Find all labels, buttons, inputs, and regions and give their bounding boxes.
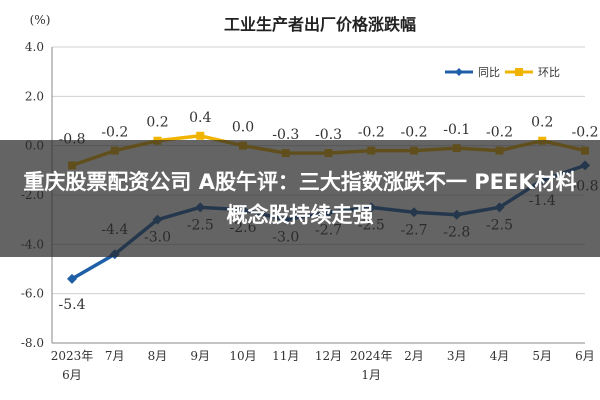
data-label: -0.2: [401, 125, 428, 141]
legend-swatch-marker: [455, 68, 463, 76]
x-tick-label: 2023年 6月: [51, 349, 94, 382]
data-label: 0.0: [232, 120, 254, 136]
chart-title: 工业生产者出厂价格涨跌幅: [224, 15, 416, 34]
data-label: -0.2: [358, 125, 385, 141]
y-tick-label: 2.0: [25, 89, 44, 103]
data-label: 0.2: [531, 115, 553, 131]
x-tick-label: 4月: [490, 349, 510, 363]
x-tick-labels: 2023年 6月 7月 8月 9月 10月 11月 12月 2024年 1月 2月 3月 4月 5月 6月: [51, 349, 595, 382]
data-point: [196, 131, 205, 140]
y-unit-label: (%): [30, 13, 51, 27]
data-label: 0.4: [189, 110, 211, 126]
data-point: [67, 273, 77, 284]
legend-label: 环比: [538, 66, 560, 79]
data-label: 0.2: [146, 115, 168, 131]
data-label: -0.1: [443, 122, 470, 138]
headline-banner: 重庆股票配资公司 A股午评：三大指数涨跌不一 PEEK材料概念股持续走强: [0, 140, 600, 257]
x-tick-label: 12月: [315, 349, 342, 363]
x-tick-label: 7月: [105, 349, 125, 363]
x-tick-label: 5月: [532, 349, 552, 363]
legend-swatch-marker: [515, 68, 523, 76]
x-tick-label: 6月: [575, 349, 595, 363]
y-tick-label: -6.0: [21, 287, 44, 301]
data-label: -0.2: [572, 125, 599, 141]
x-tick-label: 11月: [272, 349, 299, 363]
y-tick-label: -8.0: [21, 336, 44, 350]
y-tick-label: 4.0: [25, 40, 44, 54]
data-label: -0.2: [486, 125, 513, 141]
x-tick-label: 9月: [190, 349, 210, 363]
data-label: -0.3: [315, 127, 342, 143]
x-tick-label: 2月: [404, 349, 424, 363]
legend-label: 同比: [478, 66, 500, 79]
x-tick-label: 10月: [229, 349, 256, 363]
headline-text[interactable]: 重庆股票配资公司 A股午评：三大指数涨跌不一 PEEK材料概念股持续走强: [23, 169, 577, 227]
x-tick-label: 8月: [148, 349, 168, 363]
x-tick-label: 2024年 1月: [350, 349, 393, 382]
legend: 同比 环比: [445, 66, 560, 79]
x-tick-label: 3月: [447, 349, 467, 363]
data-label: -5.4: [59, 297, 86, 313]
data-label: -0.2: [101, 125, 128, 141]
data-label: -0.3: [272, 127, 299, 143]
